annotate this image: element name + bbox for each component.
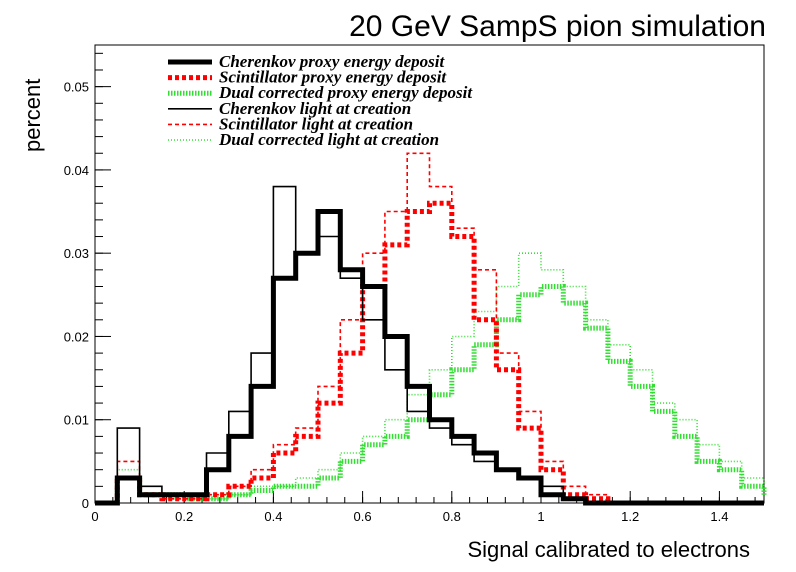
x-tick-label: 0.6 bbox=[354, 509, 372, 524]
y-tick-label: 0.02 bbox=[64, 329, 89, 344]
y-tick-label: 0.05 bbox=[64, 80, 89, 95]
y-tick-label: 0.03 bbox=[64, 246, 89, 261]
legend-label-2: Dual corrected proxy energy deposit bbox=[218, 83, 473, 102]
x-axis-title: Signal calibrated to electrons bbox=[468, 537, 751, 562]
legend-label-5: Dual corrected light at creation bbox=[218, 130, 439, 149]
y-tick-label: 0.04 bbox=[64, 163, 89, 178]
x-tick-label: 1.4 bbox=[710, 509, 728, 524]
x-tick-label: 0.8 bbox=[443, 509, 461, 524]
series-line-1 bbox=[95, 200, 764, 506]
legend-label-4: Scintillator light at creation bbox=[219, 114, 413, 133]
legend-label-3: Cherenkov light at creation bbox=[219, 99, 411, 118]
series-line-3 bbox=[95, 185, 764, 504]
x-tick-label: 0 bbox=[91, 509, 98, 524]
y-axis-title: percent bbox=[20, 79, 45, 152]
series-layer bbox=[95, 152, 767, 506]
chart-title: 20 GeV SampS pion simulation bbox=[349, 10, 766, 43]
legend-label-1: Scintillator proxy energy deposit bbox=[219, 68, 447, 87]
legend-label-0: Cherenkov proxy energy deposit bbox=[219, 52, 446, 71]
y-tick-label: 0.01 bbox=[64, 413, 89, 428]
legend: Cherenkov proxy energy depositScintillat… bbox=[168, 52, 473, 149]
series-line-0 bbox=[95, 209, 764, 506]
x-tick-label: 0.2 bbox=[175, 509, 193, 524]
x-tick-label: 1.2 bbox=[621, 509, 639, 524]
x-tick-label: 1 bbox=[537, 509, 544, 524]
series-line-4 bbox=[95, 152, 764, 504]
x-tick-label: 0.4 bbox=[264, 509, 282, 524]
y-tick-label: 0 bbox=[82, 496, 89, 511]
series-line-5 bbox=[95, 252, 765, 504]
plot-frame bbox=[94, 44, 765, 504]
